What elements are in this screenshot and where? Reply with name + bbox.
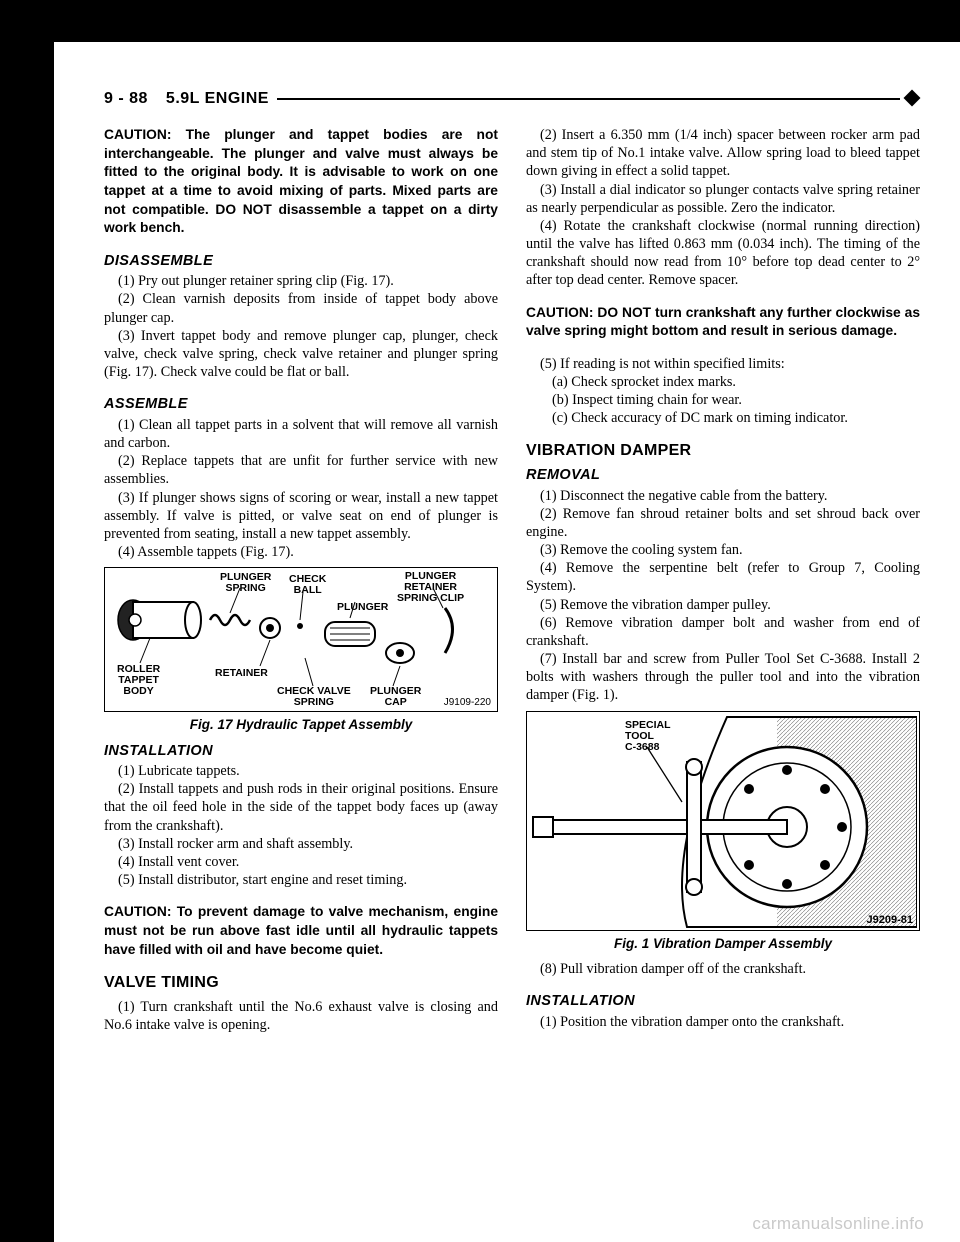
- step-text: (3) If plunger shows signs of scoring or…: [104, 489, 498, 544]
- subhead-installation: INSTALLATION: [104, 742, 498, 761]
- step-text: (2) Insert a 6.350 mm (1/4 inch) spacer …: [526, 126, 920, 181]
- left-column: CAUTION: The plunger and tappet bodies a…: [104, 126, 498, 1034]
- page-number: 9 - 88: [104, 90, 148, 108]
- content-columns: CAUTION: The plunger and tappet bodies a…: [104, 126, 924, 1034]
- page-header: 9 - 88 5.9L ENGINE: [104, 90, 924, 108]
- fig-label: PLUNGER: [337, 602, 388, 613]
- substep-text: (b) Inspect timing chain for wear.: [526, 391, 920, 409]
- diamond-icon: [904, 90, 921, 107]
- disassemble-section: DISASSEMBLE (1) Pry out plunger retainer…: [104, 252, 498, 382]
- valve-timing-section: VALVE TIMING (1) Turn crankshaft until t…: [104, 973, 498, 1034]
- caution-text: CAUTION: The plunger and tappet bodies a…: [104, 126, 498, 238]
- manual-page: 9 - 88 5.9L ENGINE CAUTION: The plunger …: [54, 42, 960, 1242]
- step-text: (6) Remove vibration damper bolt and was…: [526, 614, 920, 650]
- right-column: (2) Insert a 6.350 mm (1/4 inch) spacer …: [526, 126, 920, 1034]
- step-text: (3) Remove the cooling system fan.: [526, 541, 920, 559]
- figure-1: SPECIAL TOOL C-3688 J9209-81: [526, 711, 920, 931]
- step-text: (4) Rotate the crankshaft clockwise (nor…: [526, 217, 920, 290]
- figure-1-caption: Fig. 1 Vibration Damper Assembly: [526, 935, 920, 952]
- step-text: (4) Assemble tappets (Fig. 17).: [104, 543, 498, 561]
- step-text: (1) Position the vibration damper onto t…: [526, 1013, 920, 1031]
- step-text: (2) Replace tappets that are unfit for f…: [104, 452, 498, 488]
- installation-section: INSTALLATION (1) Lubricate tappets. (2) …: [104, 742, 498, 890]
- subhead-disassemble: DISASSEMBLE: [104, 252, 498, 271]
- subhead-assemble: ASSEMBLE: [104, 395, 498, 414]
- engine-title: 5.9L ENGINE: [166, 90, 269, 108]
- step-text: (1) Turn crankshaft until the No.6 exhau…: [104, 998, 498, 1034]
- fig-label: PLUNGER RETAINER SPRING CLIP: [397, 571, 464, 604]
- fig-label: RETAINER: [215, 668, 268, 679]
- step-text: (5) Install distributor, start engine an…: [104, 871, 498, 889]
- subhead-removal: REMOVAL: [526, 466, 920, 485]
- step-text: (3) Invert tappet body and remove plunge…: [104, 327, 498, 382]
- step-text: (1) Clean all tappet parts in a solvent …: [104, 416, 498, 452]
- fig-code: J9209-81: [867, 915, 914, 927]
- fig-label: PLUNGER CAP: [370, 686, 421, 708]
- step-text: (5) Remove the vibration damper pulley.: [526, 596, 920, 614]
- caution-text: CAUTION: DO NOT turn crankshaft any furt…: [526, 304, 920, 341]
- assemble-section: ASSEMBLE (1) Clean all tappet parts in a…: [104, 395, 498, 561]
- step-text: (8) Pull vibration damper off of the cra…: [526, 960, 920, 978]
- figure-17: PLUNGER SPRING CHECK BALL PLUNGER RETAIN…: [104, 567, 498, 712]
- step-text: (4) Install vent cover.: [104, 853, 498, 871]
- fig-label: PLUNGER SPRING: [220, 572, 271, 594]
- section-valve-timing: VALVE TIMING: [104, 973, 498, 993]
- step-text: (5) If reading is not within specified l…: [526, 355, 920, 373]
- step-text: (3) Install rocker arm and shaft assembl…: [104, 835, 498, 853]
- watermark-text: carmanualsonline.info: [752, 1214, 924, 1234]
- step-text: (7) Install bar and screw from Puller To…: [526, 650, 920, 705]
- fig-label: SPECIAL TOOL C-3688: [625, 720, 671, 753]
- step-text: (1) Lubricate tappets.: [104, 762, 498, 780]
- fig-label: CHECK VALVE SPRING: [277, 686, 351, 708]
- substep-text: (c) Check accuracy of DC mark on timing …: [526, 409, 920, 427]
- fig-label: ROLLER TAPPET BODY: [117, 664, 160, 697]
- header-rule: [277, 98, 900, 100]
- step-text: (3) Install a dial indicator so plunger …: [526, 181, 920, 217]
- step-text: (2) Remove fan shroud retainer bolts and…: [526, 505, 920, 541]
- section-vibration-damper: VIBRATION DAMPER: [526, 441, 920, 461]
- fig-code: J9109-220: [444, 698, 491, 709]
- substep-text: (a) Check sprocket index marks.: [526, 373, 920, 391]
- caution-text: CAUTION: To prevent damage to valve mech…: [104, 903, 498, 959]
- step-text: (2) Clean varnish deposits from inside o…: [104, 290, 498, 326]
- damper-diagram: [527, 712, 917, 930]
- step-text: (4) Remove the serpentine belt (refer to…: [526, 559, 920, 595]
- step-text: (2) Install tappets and push rods in the…: [104, 780, 498, 835]
- figure-17-caption: Fig. 17 Hydraulic Tappet Assembly: [104, 716, 498, 733]
- subhead-installation: INSTALLATION: [526, 992, 920, 1011]
- fig-label: CHECK BALL: [289, 574, 326, 596]
- step-text: (1) Disconnect the negative cable from t…: [526, 487, 920, 505]
- step-text: (1) Pry out plunger retainer spring clip…: [104, 272, 498, 290]
